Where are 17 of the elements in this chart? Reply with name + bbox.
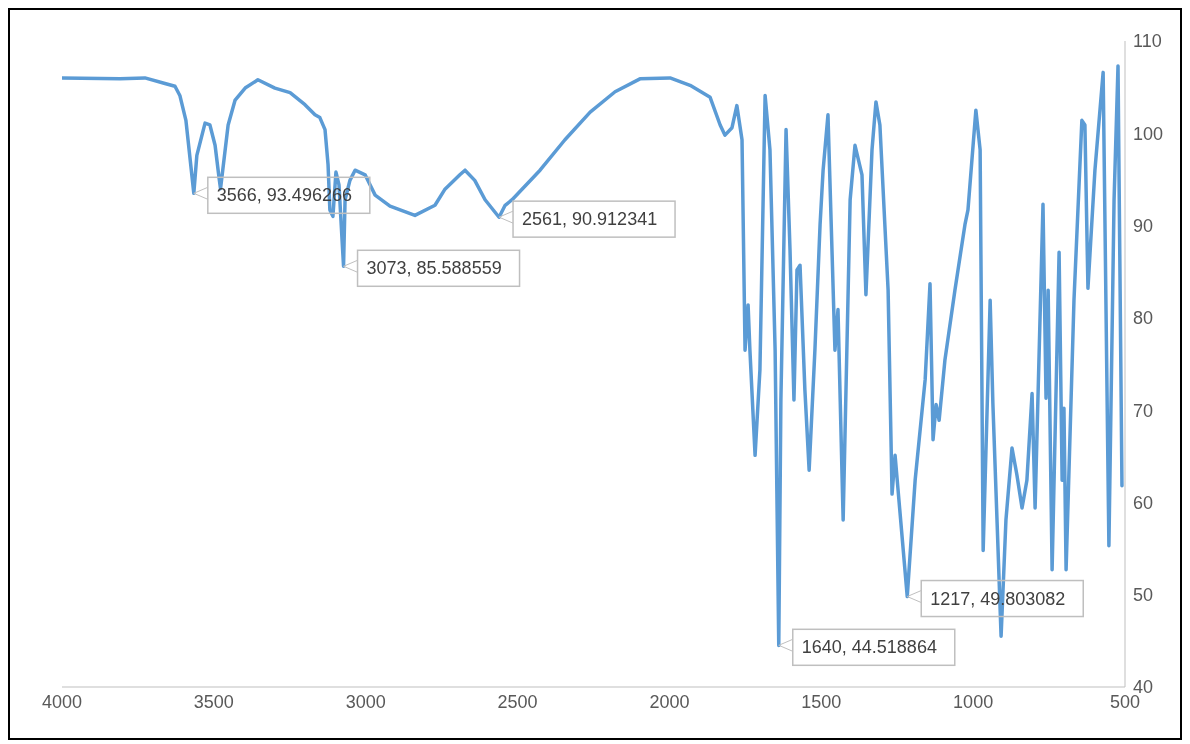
annotation: 1640, 44.518864	[801, 637, 937, 658]
x-tick-label: 3000	[345, 691, 386, 712]
y-tick-label: 70	[1133, 400, 1154, 421]
y-tick-label: 100	[1133, 123, 1164, 144]
y-tick-label: 60	[1133, 492, 1154, 513]
y-tick-label: 50	[1133, 585, 1154, 606]
x-tick-label: 2500	[497, 691, 538, 712]
y-tick-label: 90	[1133, 215, 1154, 236]
x-tick-label: 1500	[801, 691, 842, 712]
annotation: 3073, 85.588559	[366, 258, 502, 279]
x-tick-label: 2000	[649, 691, 690, 712]
x-tick-label: 1000	[953, 691, 994, 712]
annotation: 2561, 90.912341	[522, 209, 658, 230]
x-tick-label: 4000	[41, 691, 83, 712]
y-tick-label: 80	[1133, 308, 1154, 329]
x-tick-label: 3500	[193, 691, 234, 712]
y-tick-label: 110	[1133, 31, 1162, 52]
